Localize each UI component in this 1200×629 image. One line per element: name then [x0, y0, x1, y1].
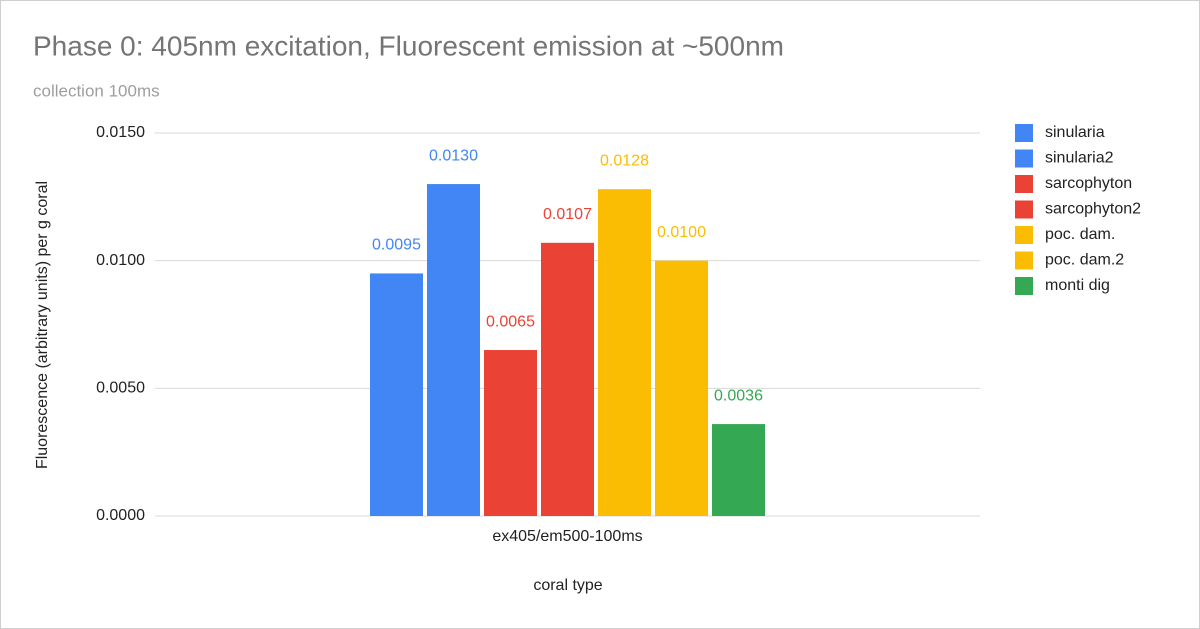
bar: [427, 184, 480, 517]
legend-swatch: [1015, 251, 1033, 270]
legend-swatch: [1015, 124, 1033, 142]
data-label: 0.0128: [600, 152, 649, 169]
x-tick-label: ex405/em500-100ms: [492, 528, 642, 545]
legend-label: sarcophyton: [1045, 175, 1132, 192]
legend-swatch: [1015, 226, 1033, 244]
bar: [655, 260, 708, 516]
y-tick-label: 0.0100: [96, 252, 145, 269]
data-label: 0.0065: [486, 313, 535, 330]
y-tick-label: 0.0150: [96, 124, 145, 141]
y-tick-label: 0.0000: [96, 507, 145, 524]
legend-label: poc. dam.2: [1045, 252, 1124, 269]
legend-label: sinularia: [1045, 124, 1105, 141]
data-label: 0.0095: [372, 237, 421, 254]
legend-swatch: [1015, 200, 1033, 219]
bar: [541, 242, 594, 516]
bar: [370, 273, 423, 516]
data-label: 0.0036: [714, 387, 763, 404]
legend-label: monti dig: [1045, 277, 1110, 294]
legend-swatch: [1015, 277, 1033, 295]
data-label: 0.0107: [543, 206, 592, 223]
data-label: 0.0100: [657, 224, 706, 241]
chart-title: Phase 0: 405nm excitation, Fluorescent e…: [33, 30, 784, 61]
legend-label: sinularia2: [1045, 150, 1114, 167]
chart-subtitle: collection 100ms: [33, 81, 160, 100]
legend-label: poc. dam.: [1045, 226, 1115, 243]
legend-swatch: [1015, 175, 1033, 193]
y-axis-title: Fluorescence (arbitrary units) per g cor…: [34, 181, 51, 469]
data-label: 0.0130: [429, 147, 478, 164]
bar: [712, 424, 765, 516]
bar: [598, 189, 651, 516]
y-tick-label: 0.0050: [96, 380, 145, 397]
x-axis-title: coral type: [533, 577, 602, 594]
legend-label: sarcophyton2: [1045, 201, 1141, 218]
legend-swatch: [1015, 149, 1033, 168]
bar: [484, 350, 537, 516]
